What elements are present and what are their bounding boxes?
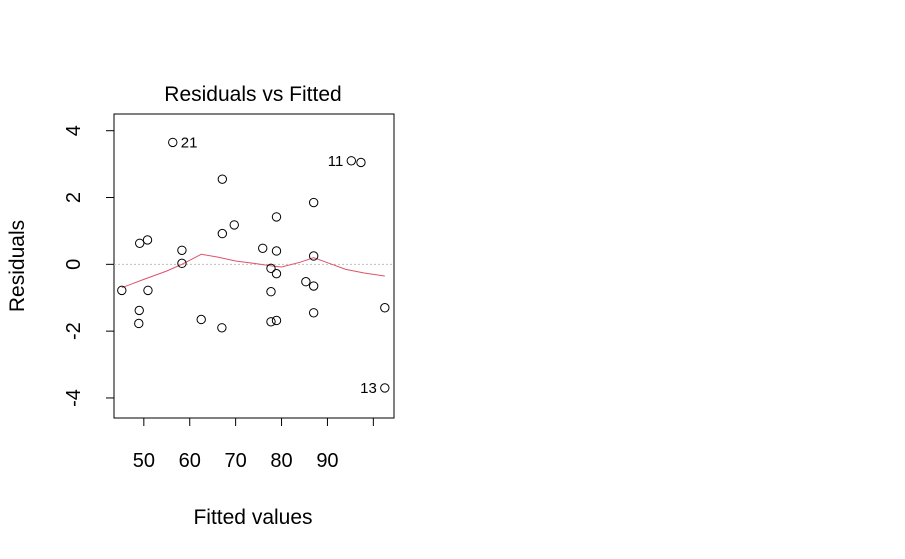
data-point [271,212,282,222]
y-tick-label: 0 [63,259,85,270]
data-point [271,246,282,256]
data-point [142,235,153,245]
y-tick-label: 2 [63,192,85,203]
data-point [308,197,319,208]
data-point [196,314,206,325]
data-point [301,277,311,287]
data-point [380,383,390,393]
data-point [143,285,153,296]
chart-title: Residuals vs Fitted [164,83,341,106]
y-tick-label: -4 [63,389,85,407]
data-point [266,317,276,327]
data-point [217,323,227,333]
data-point [168,137,178,148]
data-point [134,318,144,329]
data-point [177,258,187,269]
data-point [346,156,357,166]
point-label: 13 [360,380,377,397]
data-point [308,308,319,318]
data-point [134,305,144,316]
data-point [135,238,145,248]
plot-frame [113,113,395,419]
y-tick-label: 4 [63,125,85,136]
x-tick-label: 70 [225,450,247,472]
y-axis: -4 -2 0 2 4 [63,125,115,407]
data-point [217,228,228,239]
x-tick-label: 50 [133,450,155,472]
data-point [271,268,282,279]
data-point [356,157,366,168]
data-point [266,287,276,297]
point-label: 21 [181,134,198,151]
x-axis-label: Fitted values [193,506,312,529]
data-point [258,243,268,253]
point-label: 11 [328,153,344,170]
smoother-line [121,253,385,289]
y-axis-label: Residuals [6,220,29,312]
x-tick-label: 90 [316,450,338,472]
data-point [117,285,127,296]
y-tick-label: -2 [63,322,85,340]
residual-points [117,137,390,393]
data-point [271,315,282,326]
x-tick-label: 80 [270,450,292,472]
point-labels: 21 11 13 [181,134,377,397]
data-point [217,174,228,184]
data-point [380,303,390,313]
x-tick-label: 60 [179,450,201,472]
data-point [308,281,319,291]
data-point [308,251,319,261]
data-point [266,263,276,274]
data-point [177,245,187,255]
x-axis: 50 60 70 80 90 [133,417,374,472]
data-point [229,220,239,230]
